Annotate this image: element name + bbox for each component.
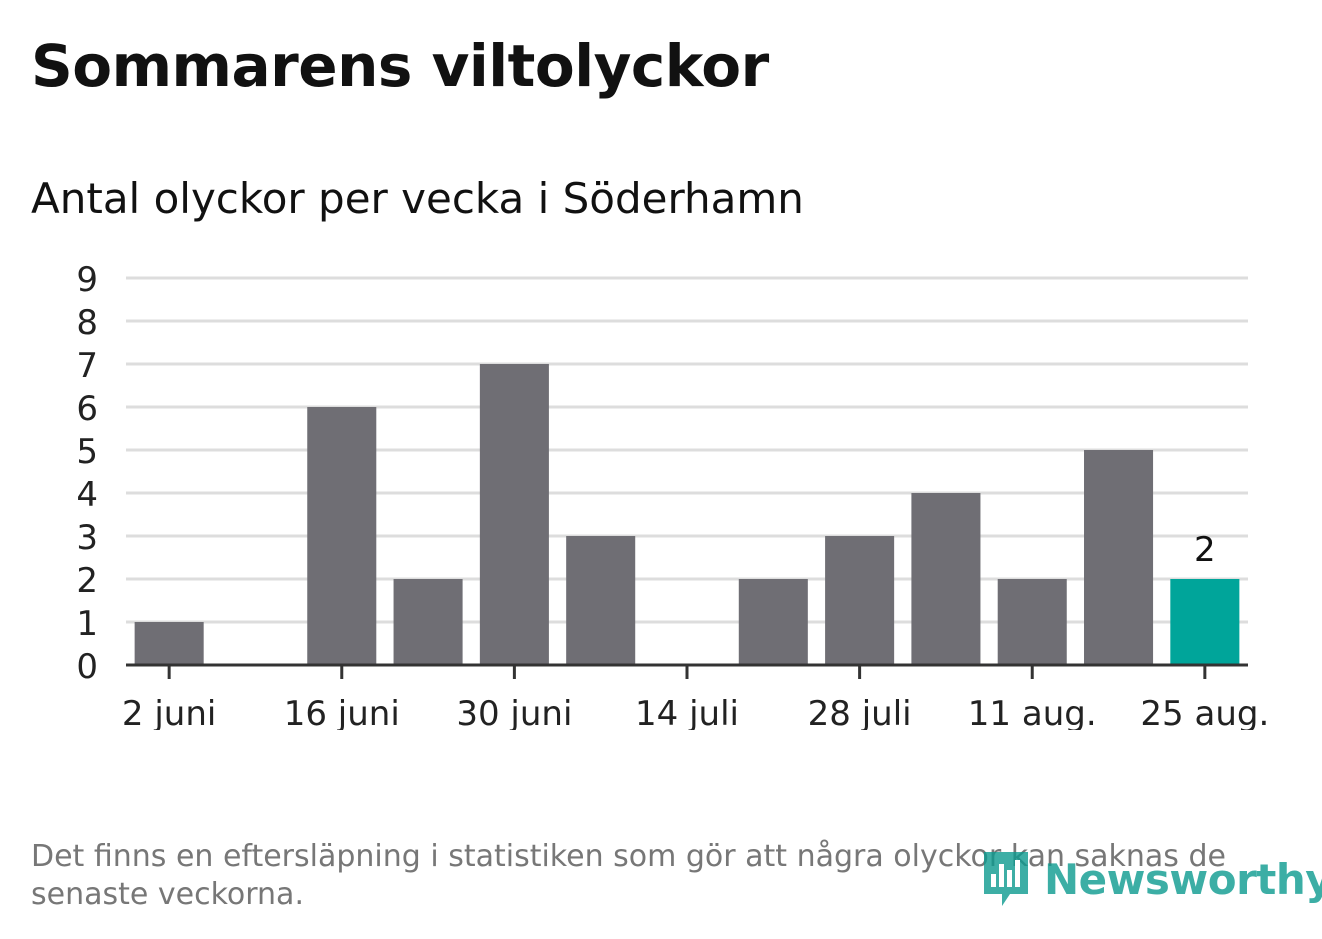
y-tick-label: 3: [76, 518, 98, 558]
x-tick-label: 11 aug.: [968, 694, 1097, 730]
brand-logo: Newsworthy: [980, 848, 1322, 910]
x-tick-label: 14 juli: [635, 694, 739, 730]
y-tick-label: 6: [76, 389, 98, 429]
bar: [393, 579, 463, 665]
y-tick-label: 5: [76, 432, 98, 472]
bar: [911, 493, 981, 665]
bar: [134, 622, 204, 665]
bar: [479, 364, 549, 665]
bar: [738, 579, 808, 665]
chart-title: Sommarens viltolyckor: [31, 32, 769, 100]
bar: [566, 536, 636, 665]
x-tick-label: 16 juni: [284, 694, 400, 730]
bar: [1170, 579, 1240, 665]
y-tick-label: 4: [76, 475, 98, 515]
x-tick-label: 30 juni: [456, 694, 572, 730]
bar: [997, 579, 1067, 665]
y-tick-label: 9: [76, 260, 98, 300]
y-tick-label: 7: [76, 346, 98, 386]
brand-name: Newsworthy: [1044, 854, 1322, 904]
x-tick-label: 2 juni: [122, 694, 216, 730]
y-tick-label: 1: [76, 604, 98, 644]
chart-subtitle: Antal olyckor per vecka i Söderhamn: [31, 174, 804, 223]
y-tick-label: 8: [76, 303, 98, 343]
y-tick-label: 2: [76, 561, 98, 601]
y-tick-label: 0: [76, 647, 98, 687]
bar: [825, 536, 895, 665]
bar-chart-speech-bubble-icon: [984, 852, 1028, 906]
bar: [307, 407, 377, 665]
bar: [1084, 450, 1154, 665]
x-tick-label: 25 aug.: [1140, 694, 1269, 730]
x-tick-label: 28 juli: [808, 694, 912, 730]
data-label: 2: [1194, 530, 1216, 570]
